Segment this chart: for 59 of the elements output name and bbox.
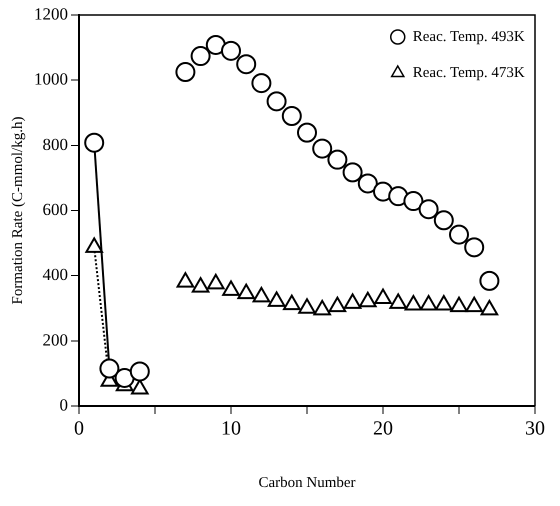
y-axis-title: Formation Rate (C-mmol/kg.h) [10, 116, 26, 304]
point [84, 132, 104, 153]
point [237, 284, 255, 300]
point [222, 280, 240, 296]
point [192, 277, 210, 293]
point [312, 138, 332, 159]
point [327, 150, 348, 170]
y-tick-label: 1000 [34, 70, 68, 89]
point [268, 291, 286, 307]
point [266, 91, 287, 112]
point [221, 40, 241, 61]
point [313, 300, 331, 316]
point [131, 379, 149, 395]
point [435, 294, 453, 310]
point [434, 210, 454, 230]
point [464, 237, 484, 258]
point [283, 294, 301, 310]
point [252, 286, 270, 302]
point [328, 296, 346, 312]
point [388, 186, 408, 206]
point [344, 293, 362, 309]
point [373, 182, 393, 202]
point [374, 288, 392, 304]
point [206, 34, 226, 55]
y-tick-label: 600 [42, 200, 68, 219]
point [480, 300, 498, 316]
point [176, 272, 194, 288]
point [450, 296, 468, 312]
x-tick-label: 10 [221, 417, 241, 440]
point [207, 274, 225, 290]
legend-label: Reac. Temp. 493K [412, 28, 525, 45]
point [236, 54, 256, 74]
point [297, 122, 317, 143]
point [359, 292, 377, 308]
point [389, 293, 407, 309]
x-tick-label: 0 [74, 417, 84, 440]
point [342, 162, 363, 182]
x-tick-label: 30 [525, 417, 545, 440]
point [282, 106, 302, 126]
point [404, 294, 422, 310]
point [465, 296, 483, 312]
legend-label: Reac. Temp. 473K [412, 64, 525, 81]
point [175, 62, 196, 82]
point [251, 73, 272, 94]
y-tick-label: 1200 [34, 4, 68, 24]
point [420, 294, 438, 310]
y-tick-label: 200 [42, 330, 68, 350]
x-tick-label: 20 [373, 417, 393, 440]
y-tick-label: 400 [42, 265, 68, 284]
point [85, 237, 103, 253]
point [403, 191, 424, 212]
x-axis-title: Carbon Number [258, 474, 356, 491]
point [358, 173, 378, 194]
point [298, 298, 316, 314]
point [190, 46, 211, 66]
y-tick-label: 0 [60, 395, 68, 414]
y-tick-label: 800 [42, 134, 68, 154]
point [449, 224, 469, 245]
point [418, 199, 439, 220]
